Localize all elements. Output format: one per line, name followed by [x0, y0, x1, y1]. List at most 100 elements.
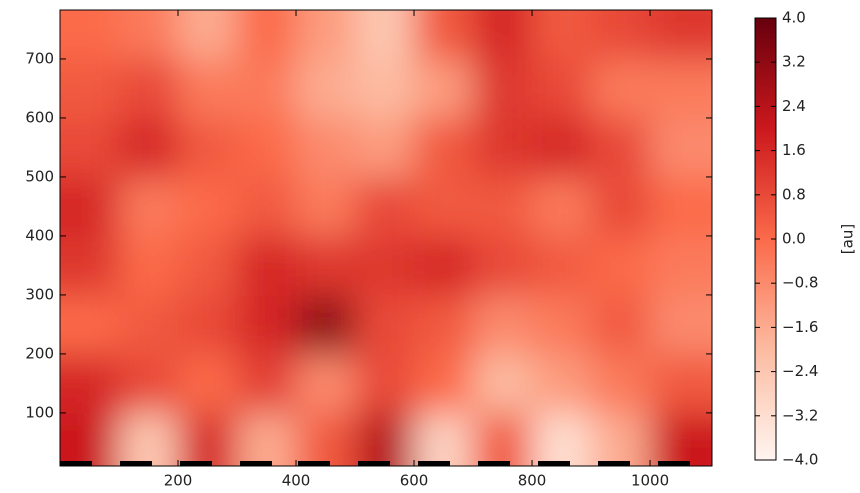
colorbar-tick-label: 0.0: [782, 230, 806, 248]
heatmap-cell: [296, 412, 356, 466]
heatmap-cell: [119, 10, 179, 60]
colorbar-tick-label: 1.6: [782, 141, 806, 159]
heatmap-cell: [473, 412, 533, 466]
heatmap-cell: [119, 235, 179, 296]
heatmap-cell: [473, 176, 533, 237]
heatmap-cell: [119, 58, 179, 119]
x-tick-label: 600: [400, 472, 429, 490]
heatmap-cell: [532, 10, 592, 60]
heatmap-cell: [355, 117, 415, 178]
heatmap-cell: [355, 353, 415, 414]
y-tick-label: 700: [25, 49, 54, 67]
heatmap-cell: [355, 294, 415, 355]
colorbar-label: [au]: [839, 224, 857, 254]
heatmap-cell: [414, 10, 474, 60]
heatmap-cell: [355, 10, 415, 60]
colorbar-tick-label: −1.6: [782, 318, 818, 336]
y-tick-label: 100: [25, 403, 54, 421]
x-tick-label: 200: [164, 472, 193, 490]
heatmap-cell: [60, 294, 120, 355]
heatmap-cell: [60, 353, 120, 414]
heatmap-cell: [296, 294, 356, 355]
y-tick-label: 200: [25, 344, 54, 362]
heatmap-cell: [532, 117, 592, 178]
heatmap-cell: [650, 176, 712, 237]
heatmap-cell: [591, 117, 651, 178]
heatmap-cell: [178, 117, 238, 178]
heatmap-cell: [473, 353, 533, 414]
heatmap-cell: [414, 58, 474, 119]
heatmap-cell: [473, 58, 533, 119]
heatmap-cell: [119, 353, 179, 414]
heatmap-cell: [237, 10, 297, 60]
heatmap-cell: [296, 117, 356, 178]
heatmap-cell: [178, 176, 238, 237]
heatmap-cell: [178, 235, 238, 296]
colorbar-tick-label: −4.0: [782, 451, 818, 469]
heatmap-cell: [237, 235, 297, 296]
heatmap-cell: [296, 10, 356, 60]
heatmap-cell: [650, 117, 712, 178]
heatmap-cell: [60, 412, 120, 466]
heatmap-cell: [532, 235, 592, 296]
heatmap-cell: [591, 176, 651, 237]
heatmap-cell: [473, 10, 533, 60]
y-tick-label: 500: [25, 167, 54, 185]
heatmap-cell: [178, 10, 238, 60]
heatmap-cell: [60, 10, 120, 60]
heatmap-cell: [532, 353, 592, 414]
heatmap-cell: [414, 235, 474, 296]
heatmap-cell: [473, 294, 533, 355]
heatmap-cell: [237, 117, 297, 178]
heatmap-cell: [591, 10, 651, 60]
heatmap-cell: [296, 58, 356, 119]
heatmap-cell: [650, 235, 712, 296]
heatmap-cell: [119, 176, 179, 237]
x-tick-label: 1000: [631, 472, 669, 490]
heatmap-cell: [591, 294, 651, 355]
colorbar-tick-label: 3.2: [782, 53, 806, 71]
heatmap-cell: [237, 412, 297, 466]
heatmap-cell: [237, 176, 297, 237]
heatmap-cell: [60, 176, 120, 237]
heatmap-cells: [60, 10, 712, 466]
heatmap-cell: [237, 58, 297, 119]
heatmap-cell: [591, 412, 651, 466]
heatmap: [60, 10, 712, 466]
heatmap-cell: [355, 176, 415, 237]
heatmap-cell: [414, 412, 474, 466]
heatmap-cell: [591, 353, 651, 414]
heatmap-cell: [178, 412, 238, 466]
heatmap-cell: [532, 176, 592, 237]
heatmap-cell: [414, 353, 474, 414]
heatmap-cell: [414, 176, 474, 237]
heatmap-cell: [532, 412, 592, 466]
heatmap-cell: [60, 58, 120, 119]
heatmap-cell: [178, 353, 238, 414]
plot-frame: [59, 9, 713, 467]
heatmap-cell: [650, 10, 712, 60]
heatmap-cell: [60, 235, 120, 296]
heatmap-cell: [355, 412, 415, 466]
heatmap-cell: [473, 117, 533, 178]
y-tick-label: 600: [25, 108, 54, 126]
colorbar-tick-label: 4.0: [782, 9, 806, 27]
heatmap-cell: [178, 294, 238, 355]
x-tick-label: 400: [282, 472, 311, 490]
colorbar-tick-label: −3.2: [782, 406, 818, 424]
heatmap-cell: [532, 58, 592, 119]
heatmap-cell: [355, 235, 415, 296]
heatmap-cell: [119, 294, 179, 355]
heatmap-cell: [650, 412, 712, 466]
heatmap-cell: [237, 353, 297, 414]
colorbar-tick-label: 0.8: [782, 185, 806, 203]
heatmap-cell: [119, 412, 179, 466]
heatmap-cell: [119, 117, 179, 178]
heatmap-cell: [296, 235, 356, 296]
heatmap-cell: [650, 58, 712, 119]
heatmap-cell: [650, 353, 712, 414]
colorbar-tick-label: 2.4: [782, 97, 806, 115]
x-tick-label: 800: [518, 472, 547, 490]
heatmap-cell: [355, 58, 415, 119]
